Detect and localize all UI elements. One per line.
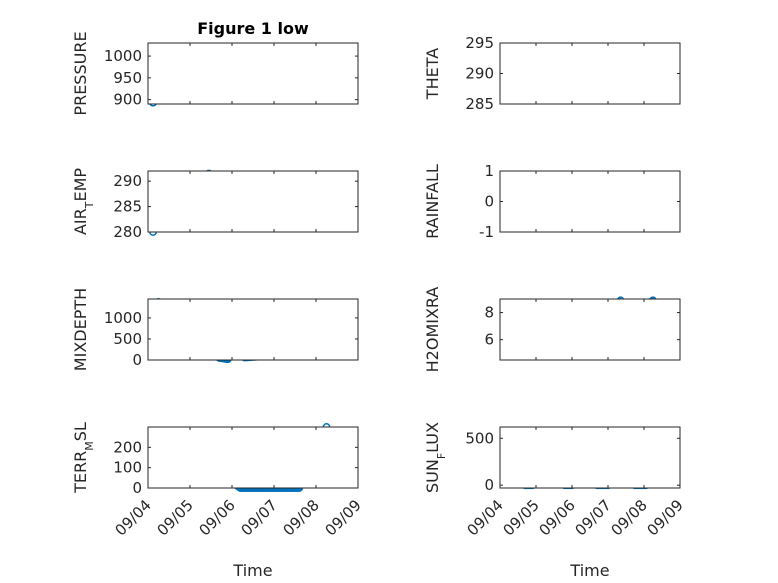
axes-frame bbox=[499, 426, 681, 489]
x-axis-label: Time bbox=[232, 561, 272, 580]
x-tick-label: 09/09 bbox=[322, 496, 365, 539]
x-tick-label: 09/06 bbox=[536, 496, 579, 539]
y-tick-label: 950 bbox=[113, 69, 142, 87]
y-tick-label: 285 bbox=[113, 198, 142, 216]
y-axis-label: TERRMSL bbox=[71, 422, 96, 494]
subplot-mixdepth: 0 500 1000 MIXDEPTH bbox=[71, 288, 359, 371]
y-axis-label: SUNFLUX bbox=[423, 422, 448, 493]
y-tick-label: 900 bbox=[113, 91, 142, 109]
y-tick-label: 200 bbox=[113, 438, 142, 456]
y-tick-label: 8 bbox=[484, 304, 494, 322]
subplot-air: 280 285 290 AIRTEMP bbox=[71, 168, 359, 241]
x-tick-label: 09/05 bbox=[500, 496, 543, 539]
axes-frame bbox=[147, 426, 359, 489]
y-tick-label: 290 bbox=[465, 65, 494, 83]
y-tick-label: 0 bbox=[484, 193, 494, 211]
subplot-rainfall: -1 0 1 RAINFALL bbox=[423, 162, 681, 241]
axes-frame bbox=[147, 42, 359, 105]
x-tick-label: 09/08 bbox=[608, 496, 651, 539]
axes-frame bbox=[147, 170, 359, 233]
y-tick-label: 1000 bbox=[104, 47, 142, 65]
y-tick-label: 100 bbox=[113, 459, 142, 477]
x-axis-label: Time bbox=[569, 561, 609, 580]
y-axis-label: THETA bbox=[423, 48, 442, 100]
y-tick-label: 0 bbox=[132, 479, 142, 497]
y-tick-label: 500 bbox=[113, 330, 142, 348]
subplot-theta: 285 290 295 THETA bbox=[423, 34, 681, 113]
x-tick-label: 09/06 bbox=[196, 496, 239, 539]
axes-frame bbox=[499, 170, 681, 233]
x-tick-label: 09/08 bbox=[280, 496, 323, 539]
y-tick-label: 1 bbox=[484, 162, 494, 180]
axes-frame bbox=[499, 298, 681, 361]
x-tick-label: 09/07 bbox=[238, 496, 281, 539]
x-tick-label: 09/09 bbox=[644, 496, 687, 539]
x-tick-label: 09/05 bbox=[154, 496, 197, 539]
y-tick-label: 290 bbox=[113, 172, 142, 190]
figure-title: Figure 1 low bbox=[197, 19, 309, 38]
y-axis-label: PRESSURE bbox=[71, 31, 90, 115]
y-tick-label: 500 bbox=[465, 429, 494, 447]
y-tick-label: 0 bbox=[132, 351, 142, 369]
y-tick-label: 0 bbox=[484, 476, 494, 494]
y-tick-label: 280 bbox=[113, 223, 142, 241]
y-tick-label: 6 bbox=[484, 331, 494, 349]
x-tick-label: 09/04 bbox=[464, 496, 507, 539]
axes-frame bbox=[499, 42, 681, 105]
y-tick-label: 285 bbox=[465, 95, 494, 113]
x-tick-label: 09/07 bbox=[572, 496, 615, 539]
y-axis-label: RAINFALL bbox=[423, 164, 442, 239]
x-tick-label: 09/04 bbox=[112, 496, 155, 539]
subplot-h2omixra: 6 8 H2OMIXRA bbox=[423, 287, 681, 373]
subplot-pressure: 900 950 1000 PRESSURE Figure 1 low bbox=[71, 19, 359, 116]
y-axis-label: AIRTEMP bbox=[71, 168, 96, 235]
y-axis-label: MIXDEPTH bbox=[71, 288, 90, 371]
y-tick-label: -1 bbox=[479, 223, 494, 241]
axes-frame bbox=[147, 298, 359, 361]
y-tick-label: 295 bbox=[465, 34, 494, 52]
y-axis-label: H2OMIXRA bbox=[423, 287, 442, 373]
y-tick-label: 1000 bbox=[104, 309, 142, 327]
